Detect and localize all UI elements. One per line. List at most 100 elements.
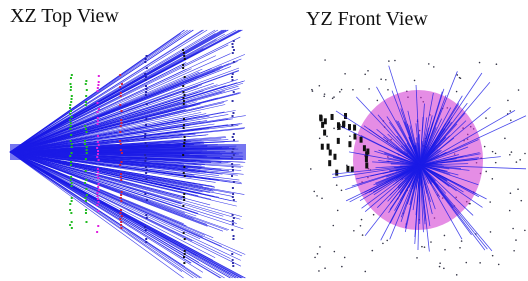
hit	[182, 85, 184, 87]
hit	[346, 164, 348, 166]
hit	[69, 224, 71, 226]
hit	[86, 146, 88, 148]
hit	[146, 103, 148, 105]
hit	[85, 200, 87, 202]
hit	[120, 119, 122, 121]
hit-cluster	[365, 151, 368, 157]
hit	[183, 124, 185, 126]
hit	[233, 217, 235, 219]
hit	[184, 238, 186, 240]
hit	[145, 178, 147, 180]
hit	[144, 136, 146, 138]
hit	[183, 127, 185, 129]
hit	[119, 104, 121, 106]
hit	[70, 161, 72, 163]
hit-cluster	[323, 130, 326, 136]
hit	[71, 221, 73, 223]
hit	[316, 195, 318, 197]
hit	[184, 253, 186, 255]
hit	[428, 63, 430, 65]
hit	[231, 76, 233, 78]
hit	[84, 182, 86, 184]
hit	[182, 205, 184, 207]
hit	[232, 238, 234, 240]
hit	[232, 115, 234, 117]
hit	[183, 145, 185, 147]
hit	[85, 83, 87, 85]
hit	[121, 215, 123, 217]
hit	[233, 235, 235, 237]
hit	[414, 80, 416, 82]
hit	[509, 110, 511, 112]
hit	[86, 131, 88, 133]
hit	[183, 118, 185, 120]
hit	[144, 133, 146, 135]
hit	[70, 140, 72, 142]
hit	[232, 73, 234, 75]
hit	[469, 203, 471, 205]
hit	[310, 168, 312, 170]
hit	[146, 217, 148, 219]
hit	[377, 100, 379, 102]
hit	[70, 212, 72, 214]
hit	[71, 197, 73, 199]
hit	[97, 174, 99, 176]
hit	[182, 49, 184, 51]
hit	[70, 125, 72, 127]
hit	[326, 136, 328, 138]
hit	[184, 139, 186, 141]
hit	[120, 197, 122, 199]
hit	[332, 98, 334, 100]
hit	[495, 153, 497, 155]
hit	[70, 101, 72, 103]
hit	[145, 118, 147, 120]
hit	[71, 74, 73, 76]
hit	[97, 153, 99, 155]
hit-cluster	[333, 154, 336, 160]
hit	[144, 193, 146, 195]
hit	[515, 239, 517, 241]
hit	[183, 94, 185, 96]
hit	[416, 257, 418, 259]
hit	[145, 172, 147, 174]
hit	[231, 175, 233, 177]
hit	[349, 135, 351, 137]
hit	[119, 86, 121, 88]
hit	[71, 143, 73, 145]
hit	[232, 193, 234, 195]
hit	[513, 250, 515, 252]
hit	[85, 128, 87, 130]
hit	[333, 96, 335, 98]
hit	[232, 187, 234, 189]
hit	[433, 66, 435, 68]
hit-cluster	[346, 166, 349, 172]
hit	[98, 75, 100, 77]
hit	[183, 256, 185, 258]
hit	[492, 151, 494, 153]
hit	[146, 199, 148, 201]
hit	[232, 265, 234, 267]
hit	[333, 128, 335, 130]
hit	[97, 171, 99, 173]
hit	[70, 77, 72, 79]
hit	[86, 194, 88, 196]
hit	[231, 163, 233, 165]
hit	[184, 175, 186, 177]
hit	[373, 214, 375, 216]
hit	[86, 152, 88, 154]
hit	[120, 122, 122, 124]
hit	[489, 201, 491, 203]
hit	[69, 155, 71, 157]
hit	[70, 164, 72, 166]
hit	[386, 240, 388, 242]
hit	[98, 159, 100, 161]
hit	[233, 199, 235, 201]
hit	[231, 253, 233, 255]
hit	[120, 143, 122, 145]
hit	[231, 43, 233, 45]
hit	[341, 89, 343, 91]
hit	[233, 154, 235, 156]
hit	[71, 227, 73, 229]
hit	[232, 214, 234, 216]
hit	[120, 161, 122, 163]
